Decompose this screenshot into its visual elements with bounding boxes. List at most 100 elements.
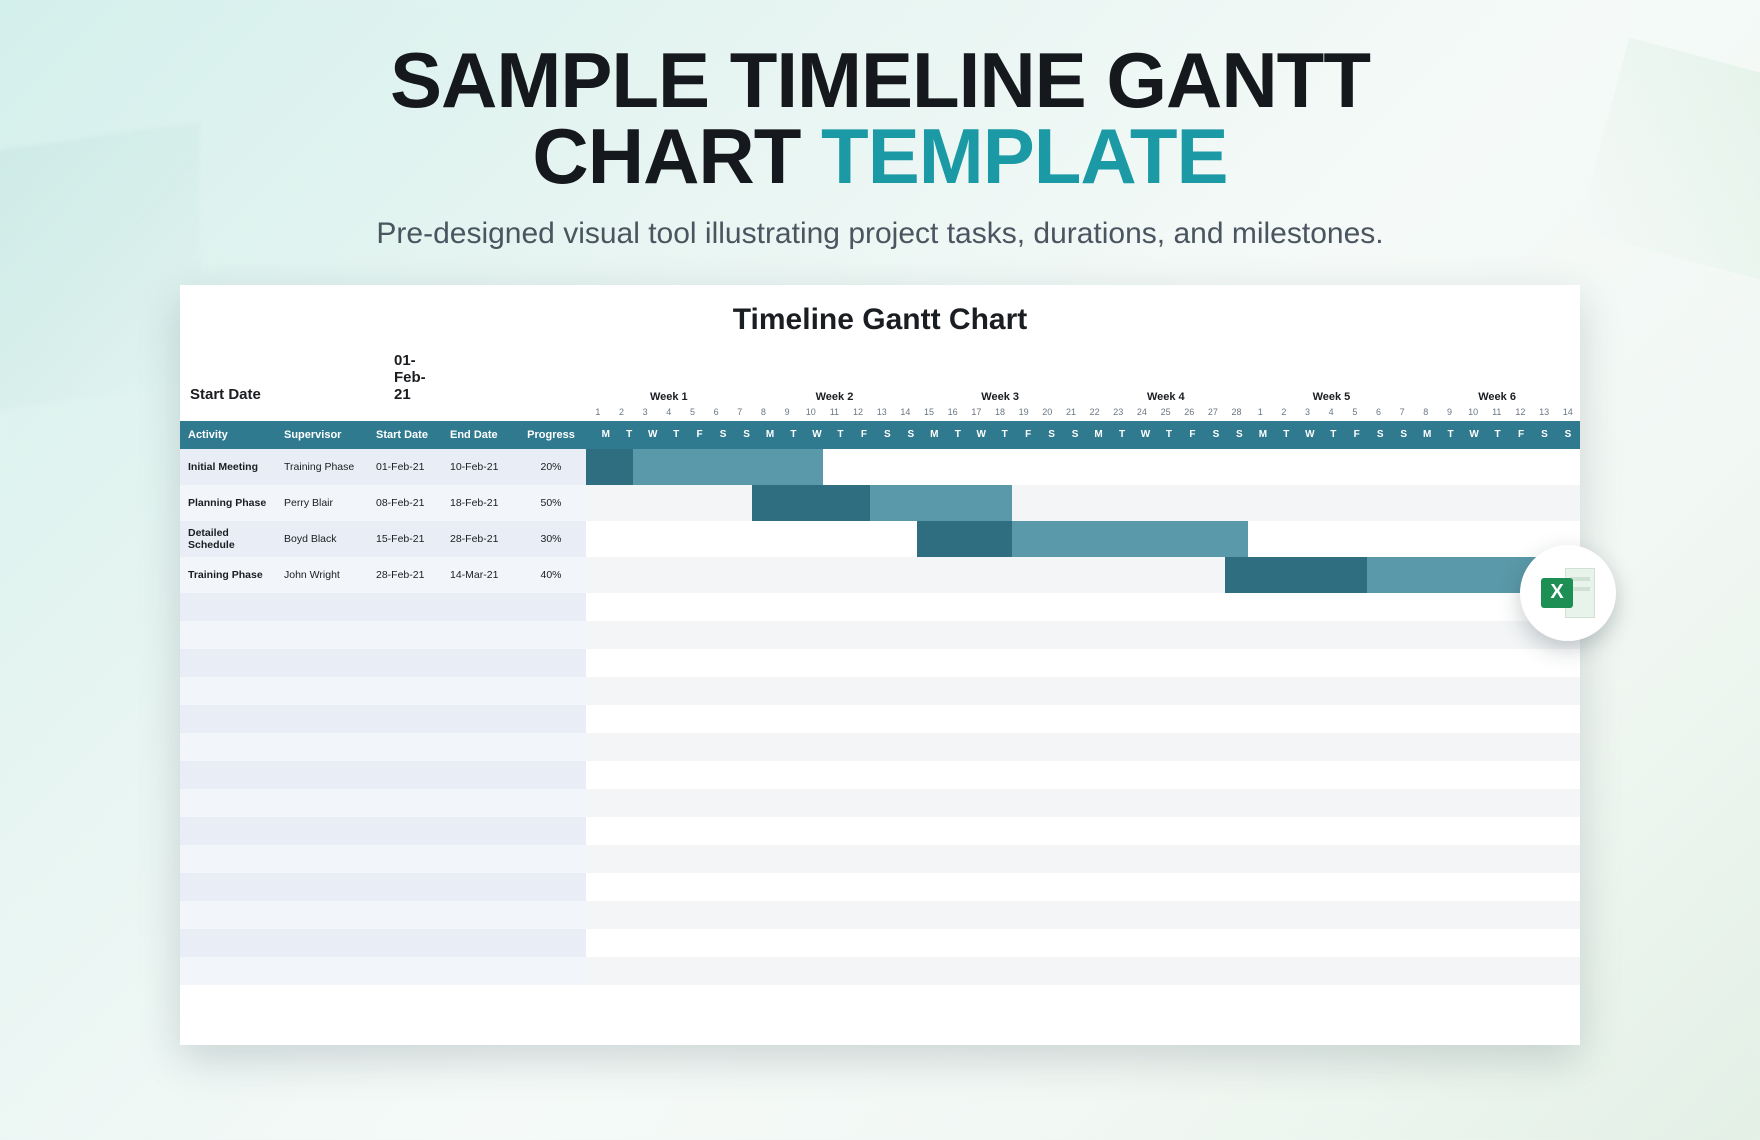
bar-done-cell (610, 449, 634, 485)
empty-day-cell (1225, 485, 1249, 521)
empty-day-cell (1343, 449, 1367, 485)
empty-day-cell (1248, 449, 1272, 485)
empty-day-cell (1296, 485, 1320, 521)
bar-rest-cell (1177, 521, 1201, 557)
empty-day-cell (752, 557, 776, 593)
dow-cell: M (923, 429, 946, 440)
subtitle: Pre-designed visual tool illustrating pr… (0, 217, 1760, 251)
bar-rest-cell (633, 449, 657, 485)
empty-day-cell (941, 449, 965, 485)
empty-day-cell (870, 557, 894, 593)
empty-day-cell (1414, 485, 1438, 521)
day-number-row: 1234567891011121314151617181920212223242… (180, 407, 1580, 421)
empty-day-cell (823, 521, 847, 557)
day-number: 16 (941, 407, 965, 421)
bar-rest-cell (657, 449, 681, 485)
dow-cell: T (829, 429, 852, 440)
day-number: 27 (1201, 407, 1225, 421)
empty-day-cell (894, 521, 918, 557)
bar-done-cell (1296, 557, 1320, 593)
row-left-cells: Planning PhasePerry Blair08-Feb-2118-Feb… (180, 485, 586, 521)
table-row: Training PhaseJohn Wright28-Feb-2114-Mar… (180, 557, 1580, 593)
day-number: 9 (1438, 407, 1462, 421)
dow-cell: S (1063, 429, 1086, 440)
day-number: 8 (1414, 407, 1438, 421)
empty-row (180, 873, 1580, 901)
empty-day-cell (1154, 485, 1178, 521)
bar-done-cell (1225, 557, 1249, 593)
dow-cell: M (594, 429, 617, 440)
empty-day-cell (1225, 449, 1249, 485)
empty-row (180, 901, 1580, 929)
dow-cell: M (1415, 429, 1438, 440)
empty-day-cell (1509, 449, 1533, 485)
empty-row (180, 761, 1580, 789)
dow-cell: S (1556, 429, 1579, 440)
bar-rest-cell (988, 485, 1012, 521)
week-label: Week 2 (752, 391, 918, 403)
empty-day-cell (775, 521, 799, 557)
dow-cell: W (970, 429, 993, 440)
empty-day-cell (633, 557, 657, 593)
bar-done-cell (586, 449, 610, 485)
empty-day-cell (775, 557, 799, 593)
empty-day-cell (681, 485, 705, 521)
week-label: Week 6 (1414, 391, 1580, 403)
row-left-cells: Initial MeetingTraining Phase01-Feb-2110… (180, 449, 586, 485)
bar-rest-cell (1035, 521, 1059, 557)
empty-day-cell (1083, 485, 1107, 521)
excel-badge[interactable]: X (1520, 545, 1616, 641)
bar-done-cell (846, 485, 870, 521)
empty-day-cell (728, 557, 752, 593)
empty-day-cell (1154, 557, 1178, 593)
bar-rest-cell (941, 485, 965, 521)
info-row: Start Date 01-Feb-21 Week 1Week 2Week 3W… (180, 363, 1580, 407)
empty-day-cell (1012, 557, 1036, 593)
empty-day-cell (1319, 521, 1343, 557)
empty-day-cell (1272, 521, 1296, 557)
empty-day-cell (1012, 449, 1036, 485)
day-number: 15 (917, 407, 941, 421)
dow-cell: M (1251, 429, 1274, 440)
empty-day-cell (799, 557, 823, 593)
table-row: Detailed ScheduleBoyd Black15-Feb-2128-F… (180, 521, 1580, 557)
cell-end: 28-Feb-21 (442, 533, 516, 545)
empty-day-cell (1106, 449, 1130, 485)
empty-day-cell (1059, 449, 1083, 485)
empty-row (180, 733, 1580, 761)
empty-day-cell (704, 485, 728, 521)
dow-cell: S (1533, 429, 1556, 440)
day-number: 8 (752, 407, 776, 421)
cell-supervisor: Training Phase (276, 461, 368, 473)
day-number: 7 (1390, 407, 1414, 421)
empty-day-cell (586, 557, 610, 593)
col-start: Start Date (368, 429, 442, 441)
bar-rest-cell (1414, 557, 1438, 593)
empty-day-cell (1343, 521, 1367, 557)
day-number: 3 (633, 407, 657, 421)
dow-cell: F (1345, 429, 1368, 440)
empty-day-cell (1532, 485, 1556, 521)
hero: SAMPLE TIMELINE GANTT CHART TEMPLATE Pre… (0, 0, 1760, 251)
page-title: SAMPLE TIMELINE GANTT CHART TEMPLATE (0, 42, 1760, 195)
dow-cell: W (641, 429, 664, 440)
day-number: 2 (610, 407, 634, 421)
day-number: 23 (1106, 407, 1130, 421)
day-number: 21 (1059, 407, 1083, 421)
dow-cell: S (1228, 429, 1251, 440)
empty-day-cell (965, 449, 989, 485)
day-number: 18 (988, 407, 1012, 421)
empty-day-cell (870, 449, 894, 485)
empty-day-cell (846, 557, 870, 593)
empty-day-cell (1012, 485, 1036, 521)
dow-cell: T (1275, 429, 1298, 440)
day-number: 12 (846, 407, 870, 421)
bar-rest-cell (1367, 557, 1391, 593)
empty-day-cell (1485, 521, 1509, 557)
row-left-cells: Detailed ScheduleBoyd Black15-Feb-2128-F… (180, 521, 586, 557)
empty-day-cell (728, 485, 752, 521)
empty-day-cell (799, 521, 823, 557)
empty-day-cell (1130, 557, 1154, 593)
empty-day-cell (1177, 557, 1201, 593)
empty-day-cell (610, 557, 634, 593)
